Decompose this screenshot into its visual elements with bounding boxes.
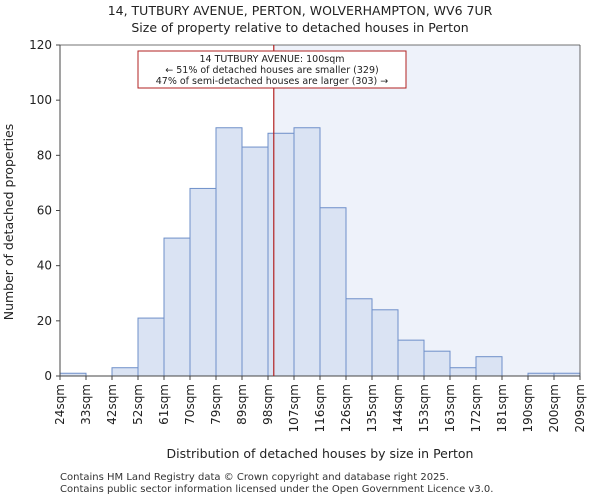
x-tick-label: 70sqm [183,384,197,425]
bar-42sqm [111,367,139,377]
bar-172sqm [475,356,503,377]
x-tick-label: 153sqm [417,384,431,432]
y-tick-label: 120 [29,38,52,52]
x-tick-label: 200sqm [547,384,561,432]
y-tick-label: 40 [37,259,52,273]
bar-153sqm [423,350,451,377]
x-tick-label: 172sqm [469,384,483,432]
bar-107sqm [293,127,321,377]
x-tick-label: 52sqm [131,384,145,425]
x-tick-label: 144sqm [391,384,405,432]
x-tick-label: 181sqm [495,384,509,432]
x-tick-label: 89sqm [235,384,249,425]
footer-line-1: Contains HM Land Registry data © Crown c… [60,472,449,483]
y-axis-label: Number of detached properties [1,124,16,321]
bar-61sqm [163,237,191,377]
y-tick-label: 0 [44,369,52,383]
x-tick-label: 33sqm [79,384,93,425]
x-tick-label: 135sqm [365,384,379,432]
bar-135sqm [371,309,399,377]
x-tick-label: 209sqm [573,384,587,432]
bar-89sqm [241,146,269,377]
x-tick-label: 42sqm [105,384,119,425]
x-tick-label: 98sqm [261,384,275,425]
bar-70sqm [189,187,217,377]
bar-116sqm [319,207,347,377]
annotation-line-3: 47% of semi-detached houses are larger (… [156,76,389,87]
annotation-line-1: 14 TUTBURY AVENUE: 100sqm [200,54,345,65]
x-tick-label: 107sqm [287,384,301,432]
annotation-line-2: ← 51% of detached houses are smaller (32… [165,65,378,76]
chart-title: 14, TUTBURY AVENUE, PERTON, WOLVERHAMPTO… [108,3,493,18]
y-tick-label: 20 [37,314,52,328]
x-tick-label: 163sqm [443,384,457,432]
bar-98sqm [267,132,295,377]
x-axis-label: Distribution of detached houses by size … [167,446,474,461]
footer-line-2: Contains public sector information licen… [60,484,494,495]
y-tick-label: 100 [29,93,52,107]
bar-144sqm [397,339,425,377]
x-tick-label: 79sqm [209,384,223,425]
bar-52sqm [137,317,165,377]
x-tick-label: 61sqm [157,384,171,425]
bar-126sqm [345,298,373,377]
x-tick-label: 190sqm [521,384,535,432]
chart-subtitle: Size of property relative to detached ho… [131,20,468,35]
x-tick-label: 24sqm [53,384,67,425]
y-tick-label: 60 [37,204,52,218]
x-tick-label: 126sqm [339,384,353,432]
y-tick-label: 80 [37,148,52,162]
bar-163sqm [449,367,477,377]
bar-79sqm [215,127,243,377]
x-tick-label: 116sqm [313,384,327,432]
annotation-box [137,50,407,89]
